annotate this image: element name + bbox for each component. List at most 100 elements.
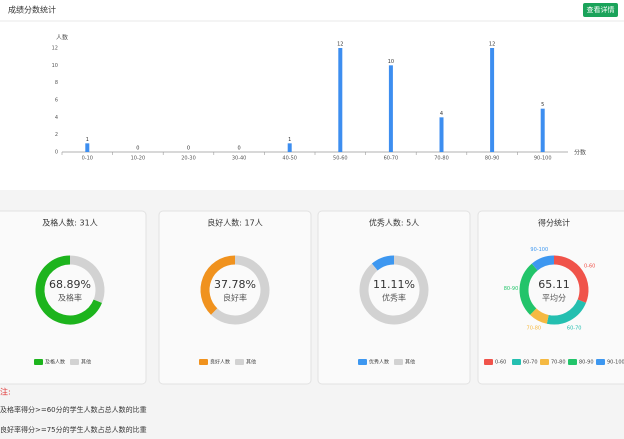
x-tick-label: 10-20 <box>131 156 146 162</box>
card-title: 优秀人数: 5人 <box>369 218 419 228</box>
bar <box>388 65 393 152</box>
donut-slice <box>553 255 589 303</box>
center-value: 68.89% <box>49 278 91 291</box>
x-tick-label: 60-70 <box>384 156 399 162</box>
legend-label: 其他 <box>81 359 91 366</box>
legend-swatch <box>540 359 549 365</box>
legend-label: 及格人数 <box>45 359 65 366</box>
card <box>0 210 147 385</box>
notes-title: 注: <box>0 387 11 397</box>
card-title: 得分统计 <box>538 218 570 228</box>
legend-label: 80-90 <box>579 360 594 366</box>
bar-value-label: 12 <box>337 42 343 48</box>
x-tick-label: 20-30 <box>181 156 196 162</box>
donut-slice <box>530 308 549 324</box>
legend-swatch <box>199 359 208 365</box>
y-axis-label: 人数 <box>56 34 68 42</box>
legend-swatch <box>596 359 605 365</box>
center-label: 平均分 <box>542 293 566 303</box>
center-value: 65.11 <box>538 278 570 291</box>
donut-slice <box>35 255 102 325</box>
center-value: 37.78% <box>214 278 256 291</box>
y-tick-label: 6 <box>55 98 58 104</box>
donut-slice <box>69 255 105 303</box>
y-tick-label: 12 <box>52 46 58 52</box>
bar-value-label: 5 <box>541 102 544 108</box>
legend-swatch <box>484 359 493 365</box>
card <box>158 210 312 385</box>
legend-label: 优秀人数 <box>369 359 389 366</box>
x-tick-label: 30-40 <box>232 156 247 162</box>
bar-value-label: 1 <box>288 137 291 143</box>
x-tick-label: 90-100 <box>534 156 552 162</box>
donut-slice <box>211 255 270 325</box>
note-line: 良好率得分>=75分的学生人数占总人数的比重 <box>0 425 147 434</box>
x-tick-label: 0-10 <box>82 156 93 162</box>
legend-label: 良好人数 <box>210 359 230 366</box>
legend-swatch <box>568 359 577 365</box>
slice-label: 90-100 <box>530 247 548 253</box>
slice-label: 0-60 <box>584 263 595 269</box>
card-title: 及格人数: 31人 <box>42 218 97 228</box>
note-line: 及格率得分>=60分的学生人数占总人数的比重 <box>0 405 147 414</box>
x-tick-label: 80-90 <box>485 156 500 162</box>
bar-value-label: 12 <box>489 42 495 48</box>
center-label: 良好率 <box>223 293 247 303</box>
card <box>477 210 624 385</box>
legend-label: 60-70 <box>523 360 538 366</box>
bar-value-label: 10 <box>388 59 394 65</box>
bar-value-label: 0 <box>136 146 139 152</box>
x-tick-label: 40-50 <box>282 156 297 162</box>
donut-slice <box>200 255 236 315</box>
bar <box>540 108 545 152</box>
bar-value-label: 4 <box>440 111 443 117</box>
y-tick-label: 4 <box>55 115 58 121</box>
legend-swatch <box>235 359 244 365</box>
y-tick-label: 0 <box>55 150 58 156</box>
card-title: 良好人数: 17人 <box>207 218 262 228</box>
legend-swatch <box>394 359 403 365</box>
donut-slice <box>531 255 555 271</box>
top-bar <box>0 0 624 20</box>
bar-value-label: 0 <box>187 146 190 152</box>
slice-label: 80-90 <box>504 286 519 292</box>
center-value: 11.11% <box>373 278 415 291</box>
bar <box>287 143 292 152</box>
legend-label: 90-100 <box>607 360 624 366</box>
x-tick-label: 70-80 <box>434 156 449 162</box>
donut-slice <box>519 263 538 315</box>
center-label: 及格率 <box>58 293 82 303</box>
bar <box>338 48 343 152</box>
x-tick-label: 50-60 <box>333 156 348 162</box>
page-title: 成绩分数统计 <box>8 5 56 15</box>
slice-label: 60-70 <box>567 325 582 331</box>
bar-panel <box>0 22 624 190</box>
detail-button-label[interactable]: 查看详情 <box>587 5 615 14</box>
legend-label: 其他 <box>405 359 415 366</box>
bar-value-label: 1 <box>86 137 89 143</box>
donut-slice <box>546 299 586 325</box>
legend-swatch <box>358 359 367 365</box>
center-label: 优秀率 <box>382 293 406 303</box>
slice-label: 70-80 <box>527 325 542 331</box>
bar <box>490 48 495 152</box>
bar <box>439 117 444 152</box>
bar-value-label: 0 <box>238 146 241 152</box>
legend-label: 70-80 <box>551 360 566 366</box>
legend-label: 0-60 <box>495 360 506 366</box>
card <box>317 210 471 385</box>
y-tick-label: 8 <box>55 80 58 86</box>
x-axis-label: 分数 <box>574 149 586 157</box>
donut-slice <box>359 255 429 325</box>
legend-swatch <box>512 359 521 365</box>
detail-button[interactable] <box>583 3 618 17</box>
legend-swatch <box>34 359 43 365</box>
y-tick-label: 10 <box>52 63 58 69</box>
donut-slice <box>371 255 395 271</box>
legend-swatch <box>70 359 79 365</box>
legend-label: 其他 <box>246 359 256 366</box>
bar <box>85 143 90 152</box>
y-tick-label: 2 <box>55 132 58 138</box>
